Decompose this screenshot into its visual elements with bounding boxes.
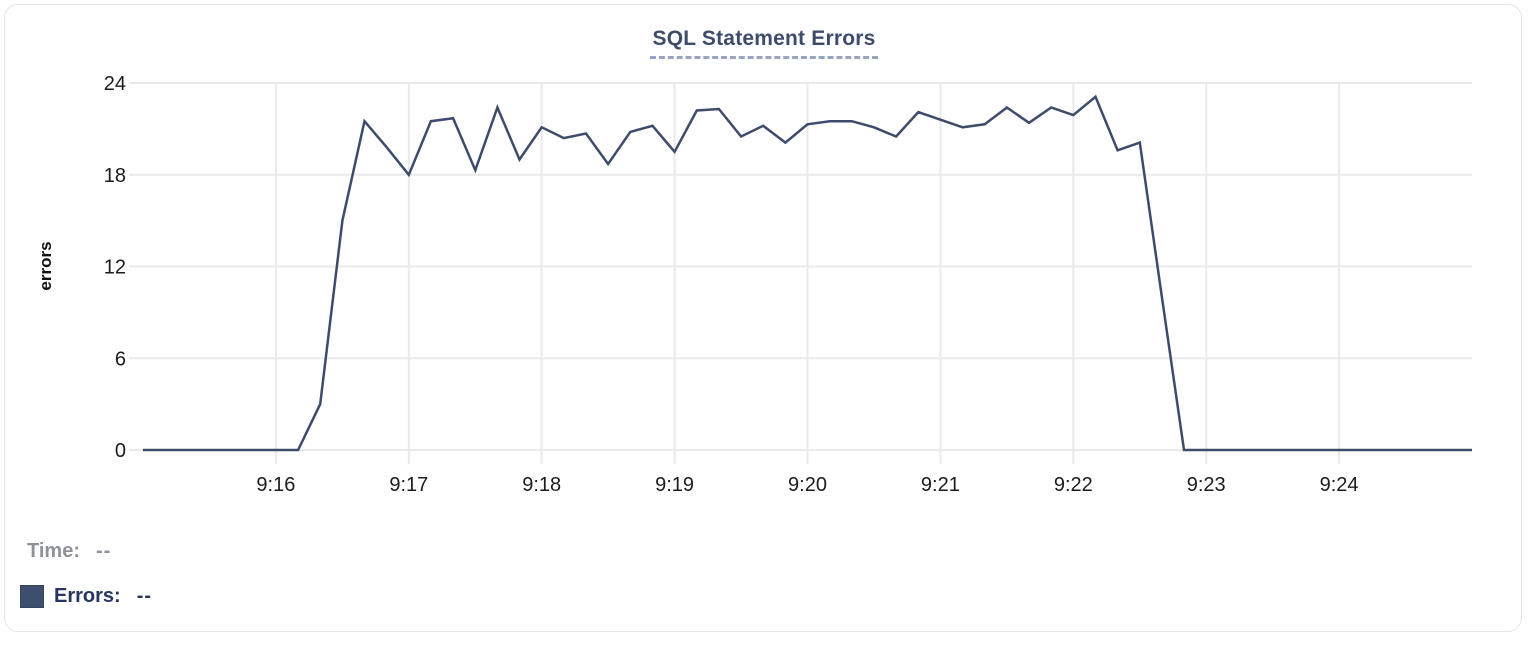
y-tick-label: 24 bbox=[104, 73, 126, 95]
x-tick-label: 9:22 bbox=[1054, 474, 1093, 496]
legend-time-value: -- bbox=[95, 540, 112, 562]
chart-title-wrap: SQL Statement Errors bbox=[0, 27, 1528, 59]
x-tick-label: 9:19 bbox=[655, 474, 694, 496]
y-tick-label: 6 bbox=[115, 348, 126, 370]
x-tick-label: 9:18 bbox=[522, 474, 561, 496]
x-tick-label: 9:17 bbox=[389, 474, 428, 496]
chart-panel bbox=[4, 4, 1522, 632]
legend-errors-row: Errors: -- bbox=[20, 585, 152, 608]
x-tick-label: 9:21 bbox=[921, 474, 960, 496]
errors-series-swatch-icon bbox=[20, 585, 44, 608]
x-tick-label: 9:20 bbox=[788, 474, 827, 496]
x-tick-label: 9:16 bbox=[256, 474, 295, 496]
y-tick-label: 12 bbox=[104, 257, 126, 279]
y-tick-label: 0 bbox=[115, 440, 126, 462]
x-tick-label: 9:24 bbox=[1320, 474, 1359, 496]
legend-time-row: Time: -- bbox=[27, 540, 111, 563]
y-tick-label: 18 bbox=[104, 165, 126, 187]
legend-errors-label: Errors: bbox=[54, 585, 121, 607]
legend-time-label: Time: bbox=[27, 540, 80, 562]
legend-errors-value: -- bbox=[136, 585, 153, 607]
chart-title[interactable]: SQL Statement Errors bbox=[650, 27, 878, 59]
x-tick-label: 9:23 bbox=[1187, 474, 1226, 496]
errors-series-line[interactable] bbox=[143, 94, 1472, 452]
